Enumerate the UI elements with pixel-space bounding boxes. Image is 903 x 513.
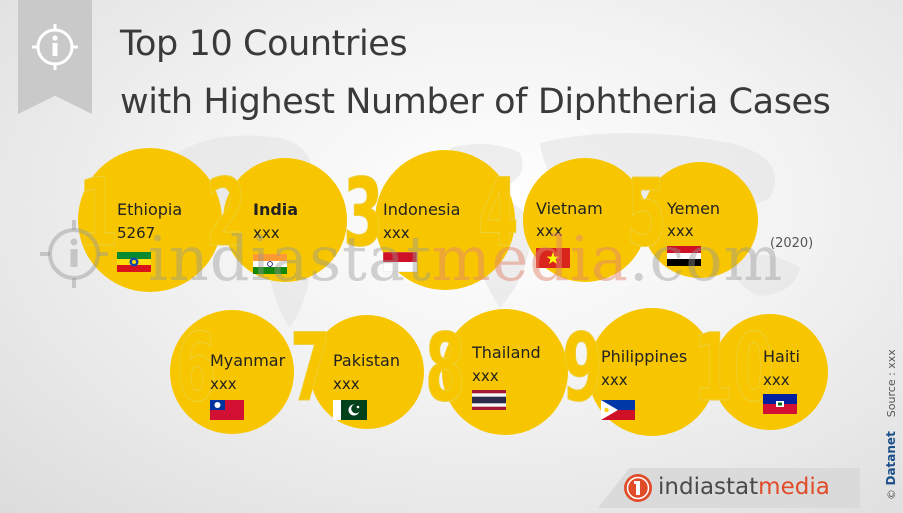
country-label: Thailand <box>472 343 541 362</box>
country-label: Myanmar <box>210 351 286 370</box>
rank-number: 4 <box>478 159 519 268</box>
india-flag <box>253 254 287 274</box>
watermark-text: indiastatmedia.com <box>148 222 784 295</box>
case-count-label: xxx <box>601 371 628 389</box>
rank-circle <box>442 309 568 435</box>
rank-circle <box>310 315 424 429</box>
country-label: India <box>253 200 299 219</box>
case-count-label: xxx <box>536 222 563 240</box>
case-count-label: xxx <box>333 375 360 393</box>
ethiopia-flag <box>117 252 151 272</box>
haiti-flag <box>763 394 797 414</box>
yemen-flag <box>667 246 701 266</box>
rank-number: 2 <box>206 159 247 268</box>
country-label: Pakistan <box>333 351 400 370</box>
pakistan-flag <box>333 400 367 420</box>
page-title: Top 10 Countries <box>120 24 408 64</box>
vietnam-flag <box>536 248 570 268</box>
info-icon <box>32 24 78 70</box>
rank-number: 10 <box>693 314 775 423</box>
country-label: Philippines <box>601 347 688 366</box>
country-label: Vietnam <box>536 199 603 218</box>
country-label: Indonesia <box>383 200 461 219</box>
rank-number: 3 <box>343 159 384 268</box>
footer-brand: indiastatmedia <box>658 474 830 500</box>
case-count-label: xxx <box>210 375 237 393</box>
country-label: Yemen <box>667 199 721 218</box>
watermark-info-icon <box>40 220 108 288</box>
myanmar-flag <box>210 400 244 420</box>
case-count-label: 5267 <box>117 224 156 242</box>
case-count-label: xxx <box>763 371 790 389</box>
year-label: (2020) <box>770 236 814 251</box>
case-count-label: xxx <box>383 224 410 242</box>
philippines-flag <box>601 400 635 420</box>
rank-number: 5 <box>626 159 667 268</box>
rank-number: 9 <box>562 314 603 423</box>
indiastat-logo-icon <box>624 474 652 502</box>
rank-number: 1 <box>78 159 119 268</box>
country-label: Ethiopia <box>117 200 183 219</box>
country-label: Haiti <box>763 347 800 366</box>
rank-number: 7 <box>290 314 331 423</box>
case-count-label: xxx <box>472 367 499 385</box>
case-count-label: xxx <box>667 222 694 240</box>
rank-number: 8 <box>425 314 466 423</box>
source-credit: © Datanet Source : xxx <box>884 349 898 500</box>
header-ribbon <box>18 0 92 114</box>
thailand-flag <box>472 390 506 410</box>
case-count-label: xxx <box>253 224 280 242</box>
page-subtitle: with Highest Number of Diphtheria Cases <box>120 82 831 122</box>
